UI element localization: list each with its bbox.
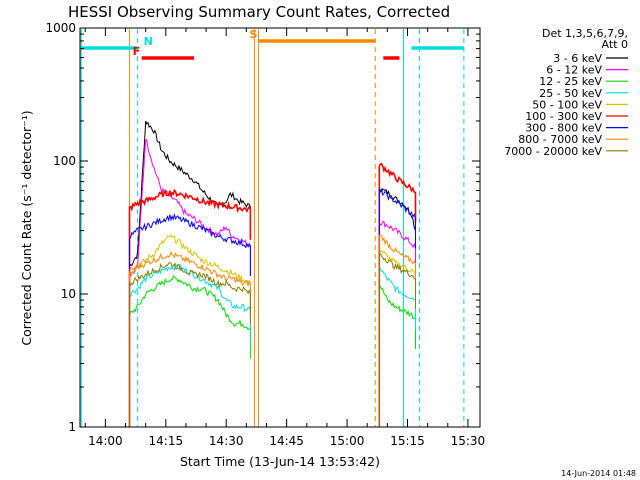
legend-entry-label: 25 - 50 keV [539, 87, 602, 100]
legend-header-line: Det 1,3,5,6,7,9, [542, 27, 628, 40]
timestamp: 14-Jun-2014 01:48 [561, 469, 636, 478]
series-line-7-0 [129, 250, 251, 427]
x-tick-label: 14:30 [209, 434, 244, 448]
y-axis-label: Corrected Count Rate (s⁻¹ detector⁻¹) [19, 110, 34, 345]
legend-header-line: Att 0 [602, 38, 628, 51]
series-line-7-1 [378, 234, 416, 427]
series-line-3-1 [378, 265, 416, 427]
series-line-6-0 [129, 213, 251, 427]
y-axis: 1 10 100 1000 [45, 21, 480, 434]
y-tick-label: 100 [53, 154, 76, 168]
legend-entry-label: 12 - 25 keV [539, 75, 602, 88]
series-line-1-0 [129, 138, 251, 427]
series-line-8-1 [378, 252, 416, 427]
flag-label-f: F [133, 45, 141, 58]
series-line-6-1 [378, 187, 416, 427]
legend-entry-label: 800 - 7000 keV [518, 133, 602, 146]
chart-title: HESSI Observing Summary Count Rates, Cor… [68, 3, 450, 21]
y-tick-label: 1000 [45, 21, 76, 35]
series-line-2-1 [378, 285, 416, 427]
series-line-5-0 [128, 188, 252, 427]
series-line-0-0 [129, 120, 251, 427]
x-tick-label: 15:15 [390, 434, 425, 448]
flag-label-n: N [144, 35, 153, 48]
x-tick-label: 14:15 [149, 434, 184, 448]
legend-entry-label: 100 - 300 keV [525, 110, 602, 123]
series-line-4-1 [378, 249, 416, 427]
series-line-2-0 [129, 275, 251, 427]
x-axis: 14:00 14:15 14:30 14:45 15:00 15:15 15:30 [84, 28, 486, 448]
x-tick-label: 15:00 [330, 434, 365, 448]
x-axis-label: Start Time (13-Jun-14 13:53:42) [180, 454, 380, 469]
y-tick-label: 10 [61, 287, 76, 301]
plot-layer: NF S [80, 28, 465, 427]
series-line-1-1 [378, 220, 416, 427]
x-tick-label: 14:45 [269, 434, 304, 448]
plot-frame [79, 27, 481, 428]
legend-entry-label: 3 - 6 keV [553, 52, 602, 65]
series-line-8-0 [129, 262, 251, 427]
legend-entry-label: 50 - 100 keV [532, 98, 602, 111]
series-line-5-1 [378, 162, 417, 427]
y-tick-label: 1 [68, 420, 76, 434]
legend-entry-label: 6 - 12 keV [546, 64, 602, 77]
flag-label-s: S [249, 28, 257, 41]
legend-entry-label: 7000 - 20000 keV [504, 145, 602, 158]
x-tick-label: 14:00 [88, 434, 123, 448]
legend-entry-label: 300 - 800 keV [525, 122, 602, 135]
x-tick-label: 15:30 [451, 434, 486, 448]
series-line-4-0 [129, 234, 251, 427]
